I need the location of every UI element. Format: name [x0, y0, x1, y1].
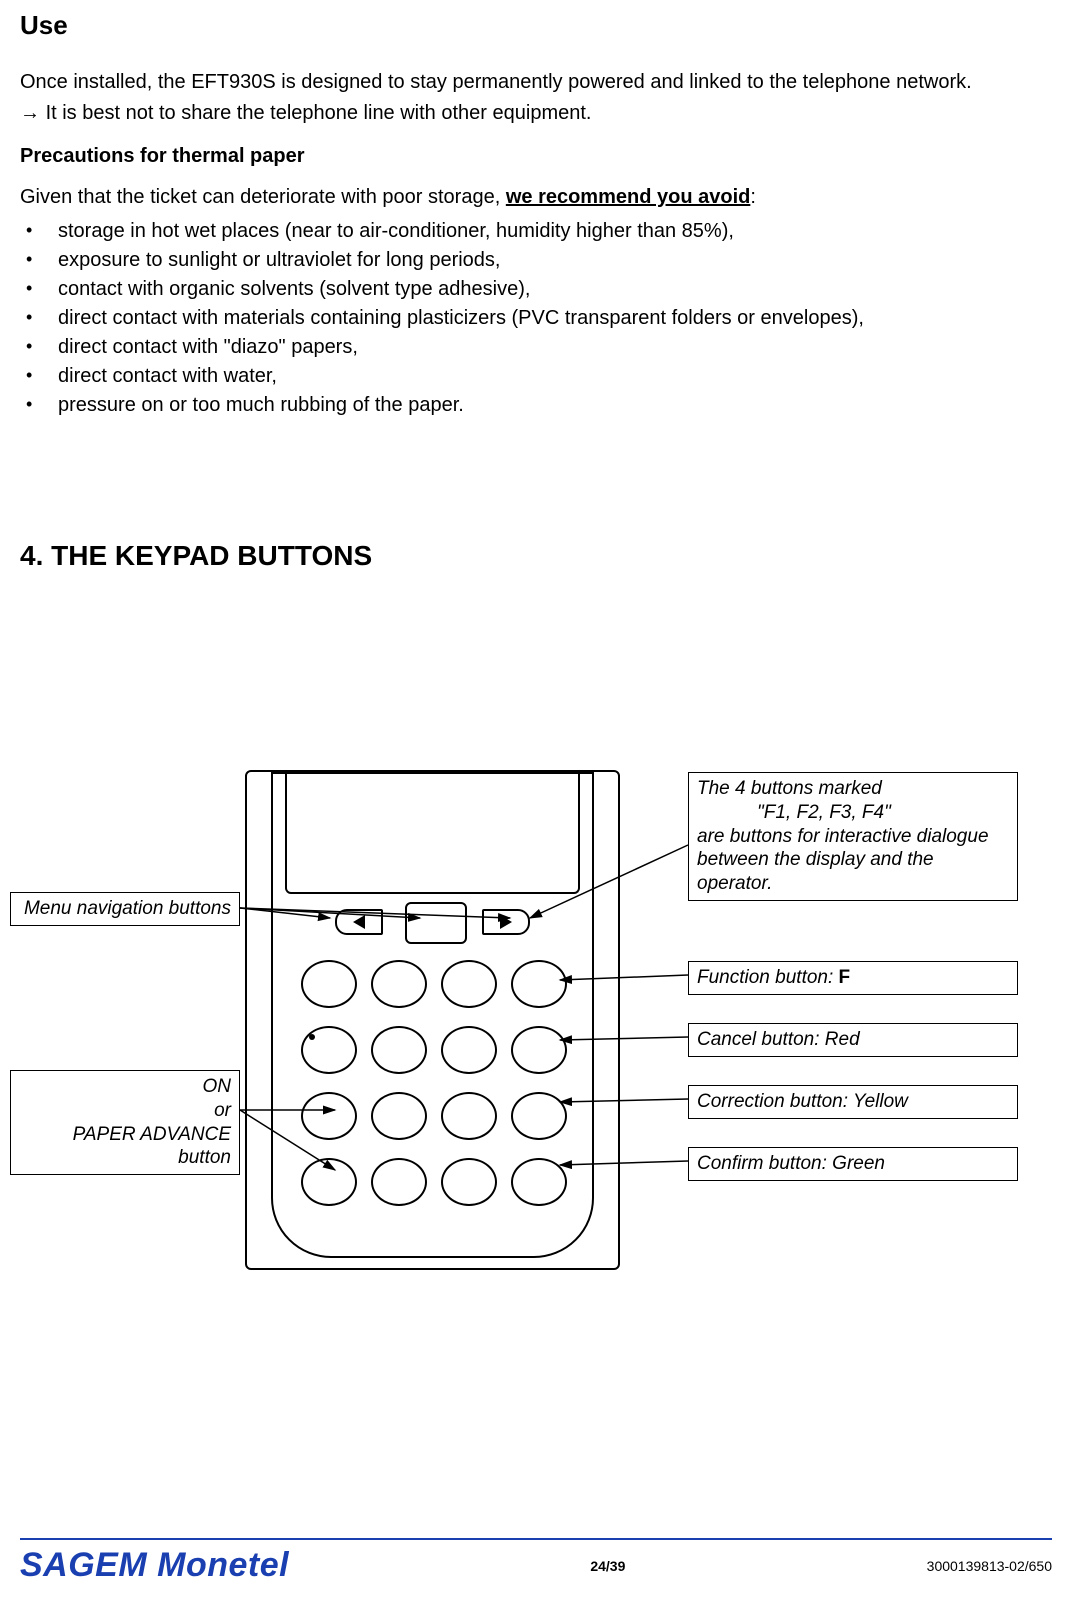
- nav-left-icon: [335, 909, 383, 935]
- callout-bold: F: [839, 967, 851, 988]
- section-heading: 4. THE KEYPAD BUTTONS: [20, 540, 1052, 572]
- nav-center-icon: [405, 902, 467, 944]
- content-area: Use Once installed, the EFT930S is desig…: [20, 10, 1052, 572]
- brand-logo: SAGEM Monetel: [20, 1546, 289, 1585]
- key: [441, 960, 497, 1008]
- intro-note: It is best not to share the telephone li…: [20, 102, 1052, 125]
- precautions-heading: Precautions for thermal paper: [20, 145, 1052, 168]
- bullet-item: exposure to sunlight or ultraviolet for …: [20, 246, 1052, 275]
- bullet-item: direct contact with materials containing…: [20, 304, 1052, 333]
- bullet-item: direct contact with "diazo" papers,: [20, 333, 1052, 362]
- device-outline: [245, 770, 620, 1270]
- bullet-item: direct contact with water,: [20, 362, 1052, 391]
- page: Use Once installed, the EFT930S is desig…: [0, 0, 1072, 1599]
- bullet-list: storage in hot wet places (near to air-c…: [20, 217, 1052, 420]
- given-prefix: Given that the ticket can deteriorate wi…: [20, 186, 506, 208]
- bullet-item: contact with organic solvents (solvent t…: [20, 275, 1052, 304]
- page-number: 24/39: [590, 1558, 625, 1574]
- given-line: Given that the ticket can deteriorate wi…: [20, 186, 1052, 209]
- callout-on-paper-advance: ON or PAPER ADVANCE button: [10, 1070, 240, 1175]
- key: [441, 1026, 497, 1074]
- callout-line: are buttons for interactive dialogue bet…: [697, 825, 1009, 896]
- callout-line: ON: [19, 1075, 231, 1099]
- key: [371, 1092, 427, 1140]
- callout-line: The 4 buttons marked: [697, 777, 1009, 801]
- intro-text: Once installed, the EFT930S is designed …: [20, 69, 1052, 96]
- page-footer: SAGEM Monetel 24/39 3000139813-02/650: [20, 1538, 1052, 1585]
- keypad-grid: [301, 960, 564, 1214]
- callout-text: Function button:: [697, 967, 839, 988]
- key: [371, 1158, 427, 1206]
- device-screen: [285, 774, 580, 894]
- callout-line: "F1, F2, F3, F4": [697, 801, 1009, 825]
- heading-use: Use: [20, 10, 1052, 41]
- key: [441, 1158, 497, 1206]
- callout-f-buttons: The 4 buttons marked "F1, F2, F3, F4" ar…: [688, 772, 1018, 901]
- key: [301, 1092, 357, 1140]
- given-emphasis: we recommend you avoid: [506, 186, 751, 208]
- doc-ref: 3000139813-02/650: [927, 1558, 1052, 1574]
- callout-function-button: Function button: F: [688, 961, 1018, 995]
- given-suffix: :: [750, 186, 756, 208]
- key: [301, 1026, 357, 1074]
- callout-text: Correction button: Yellow: [697, 1091, 908, 1112]
- callout-text: Cancel button: Red: [697, 1029, 860, 1050]
- callout-cancel-button: Cancel button: Red: [688, 1023, 1018, 1057]
- callout-text: Menu navigation buttons: [24, 898, 231, 919]
- callout-text: Confirm button: Green: [697, 1153, 885, 1174]
- key: [511, 1026, 567, 1074]
- callout-confirm-button: Confirm button: Green: [688, 1147, 1018, 1181]
- key: [511, 960, 567, 1008]
- key: [371, 1026, 427, 1074]
- key: [511, 1092, 567, 1140]
- key: [511, 1158, 567, 1206]
- bullet-item: storage in hot wet places (near to air-c…: [20, 217, 1052, 246]
- callout-menu-nav: Menu navigation buttons: [10, 892, 240, 926]
- keypad-diagram: Menu navigation buttons ON or PAPER ADVA…: [0, 770, 1072, 1290]
- bullet-item: pressure on or too much rubbing of the p…: [20, 391, 1052, 420]
- callout-line: or: [19, 1099, 231, 1123]
- key: [301, 1158, 357, 1206]
- nav-right-icon: [482, 909, 530, 935]
- key: [441, 1092, 497, 1140]
- callout-line: PAPER ADVANCE button: [19, 1123, 231, 1171]
- device-body: [271, 772, 594, 1258]
- callout-correction-button: Correction button: Yellow: [688, 1085, 1018, 1119]
- key: [371, 960, 427, 1008]
- key: [301, 960, 357, 1008]
